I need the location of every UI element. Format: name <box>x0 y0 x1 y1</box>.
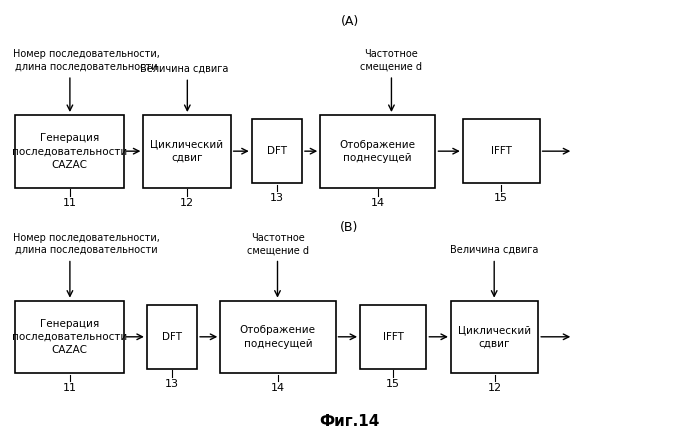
Text: IFFT: IFFT <box>491 146 512 156</box>
Text: Частотное
смещение d: Частотное смещение d <box>361 49 422 72</box>
Text: Номер последовательности,
длина последовательности: Номер последовательности, длина последов… <box>13 232 159 255</box>
Bar <box>320 115 435 188</box>
Text: 11: 11 <box>62 383 77 393</box>
Text: Номер последовательности,
длина последовательности: Номер последовательности, длина последов… <box>13 49 159 72</box>
Bar <box>463 119 540 183</box>
Text: Частотное
смещение d: Частотное смещение d <box>247 232 308 255</box>
Text: 14: 14 <box>271 383 285 393</box>
Text: 12: 12 <box>180 198 194 208</box>
Text: 14: 14 <box>370 198 385 208</box>
Text: DFT: DFT <box>162 332 182 342</box>
Text: Генерация
последовательности
CAZAC: Генерация последовательности CAZAC <box>12 133 127 170</box>
Bar <box>143 115 231 188</box>
Text: 13: 13 <box>165 379 179 389</box>
Text: 15: 15 <box>386 379 401 389</box>
Text: (A): (A) <box>340 15 359 28</box>
Bar <box>360 305 426 369</box>
Text: (B): (B) <box>340 221 359 234</box>
Text: 12: 12 <box>487 383 502 393</box>
Text: 13: 13 <box>270 193 284 203</box>
Text: DFT: DFT <box>267 146 287 156</box>
Text: Отображение
поднесущей: Отображение поднесущей <box>240 325 316 349</box>
Text: Величина сдвига: Величина сдвига <box>450 245 538 255</box>
Text: Отображение
поднесущей: Отображение поднесущей <box>340 140 416 163</box>
Bar <box>252 119 302 183</box>
Text: Циклический
сдвиг: Циклический сдвиг <box>458 325 531 349</box>
Text: IFFT: IFFT <box>383 332 403 342</box>
Bar <box>15 115 124 188</box>
Bar <box>220 301 336 373</box>
Text: Величина сдвига: Величина сдвига <box>140 64 228 74</box>
Text: 15: 15 <box>494 193 508 203</box>
Text: Циклический
сдвиг: Циклический сдвиг <box>150 140 224 163</box>
Bar <box>15 301 124 373</box>
Text: 11: 11 <box>62 198 77 208</box>
Text: Генерация
последовательности
CAZAC: Генерация последовательности CAZAC <box>12 319 127 355</box>
Bar <box>147 305 197 369</box>
Text: Фиг.14: Фиг.14 <box>319 414 380 429</box>
Bar <box>451 301 538 373</box>
